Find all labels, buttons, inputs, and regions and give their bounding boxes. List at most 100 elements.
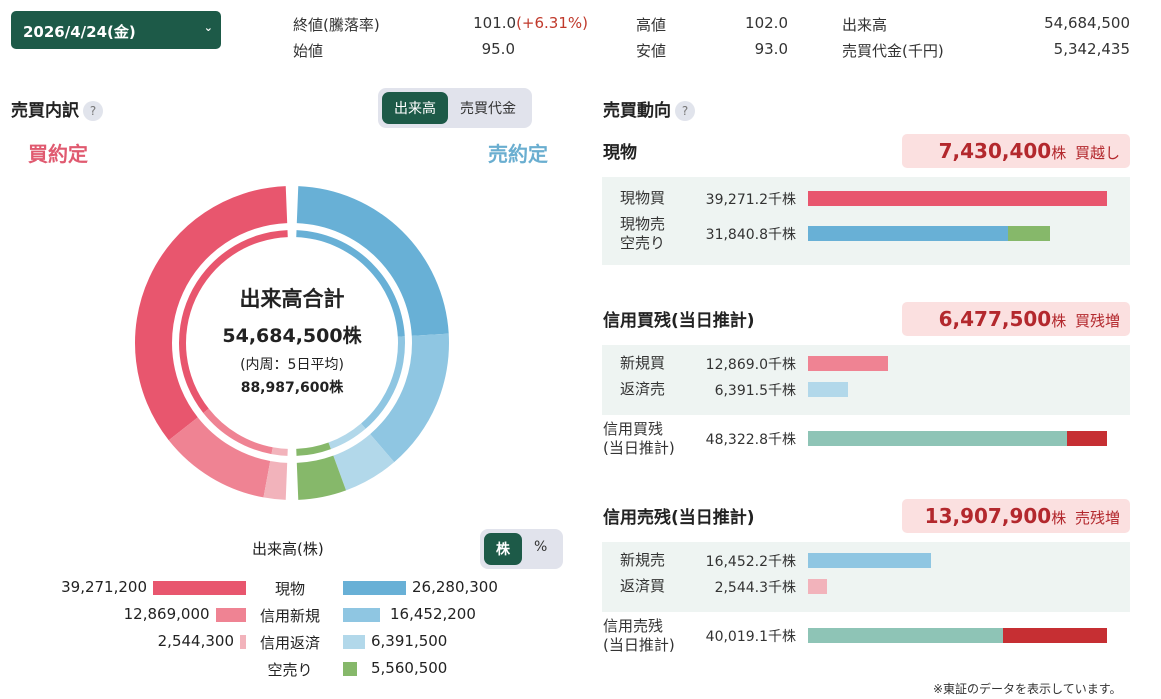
badge-value: 13,907,900 [924,504,1052,528]
sell-segment-avg [328,423,366,450]
row-value: 16,452.2千株 [705,554,796,570]
row-value: 31,840.8千株 [705,227,796,243]
sell-segment [370,333,449,463]
bar-segment [808,579,827,594]
row-label: 信用買残 (当日推計) [603,420,675,457]
row-value: 48,322.8千株 [705,432,796,448]
badge-note: 買残増 [1070,312,1120,330]
legend-row: 信用新規 12,869,000 16,452,200 [0,605,580,625]
center-sub: (内周：5日平均) [240,357,344,373]
legend-label: 信用新規 [259,607,320,625]
breakdown-toggle: 出来高 売買代金 [378,88,532,128]
legend-sell-bar [343,608,380,622]
row-bar [808,628,1107,643]
unit-shares[interactable]: 株 [484,533,522,565]
sell-segment [296,455,347,500]
sell-label: 売約定 [488,142,548,166]
badge-value: 6,477,500 [938,307,1052,331]
bar-segment [808,553,931,568]
bar-segment [808,431,1067,446]
sell-segment-avg [296,230,405,337]
legend-sell-value: 5,560,500 [371,659,448,677]
badge-unit: 株 [1051,509,1067,527]
row-bar [808,191,1107,206]
center-title: 出来高合計 [239,287,345,311]
buy-label: 買約定 [28,142,88,166]
row-bar [808,553,931,568]
row-value: 40,019.1千株 [705,629,796,645]
legend-sell-value: 6,391,500 [371,632,448,650]
sell-segment-avg [296,442,331,456]
legend-row: 現物 39,271,200 26,280,300 [0,578,580,598]
help-icon[interactable]: ? [675,101,695,121]
row-bar [808,382,848,397]
unit-toggle: 株 % [480,529,564,569]
row-label: 現物買 [620,189,666,207]
badge-value: 7,430,400 [938,139,1052,163]
trend-title: 売買動向? [603,96,695,121]
date-select[interactable]: 2026/4/24(金) ⌄ [11,11,221,49]
badge-note: 売残増 [1070,509,1120,527]
legend-row: 信用返済 2,544,300 6,391,500 [0,632,580,652]
legend-buy-value: 39,271,200 [61,578,147,596]
sell-segment [296,186,449,336]
row-label: 新規買 [620,354,666,372]
row-value: 6,391.5千株 [714,383,796,399]
buy-segment [168,417,271,498]
row-bar [808,431,1107,446]
margin-buy-title: 信用買残(当日推計) [603,311,755,331]
sell-segment [333,434,395,491]
bar-segment [808,226,1009,241]
margin-sell-badge: 13,907,900株 売残増 [902,499,1130,533]
footnote: ※東証のデータを表示しています。 [933,682,1122,696]
margin-buy-badge: 6,477,500株 買残増 [902,302,1130,336]
row-value: 12,869.0千株 [705,357,796,373]
buy-segment [263,461,288,500]
bar-segment [808,191,1107,206]
legend-sell-value: 16,452,200 [390,605,476,623]
turnover-value: 5,342,435 [1053,40,1130,58]
row-bar [808,356,888,371]
badge-note: 買越し [1070,144,1120,162]
row-bar [808,579,827,594]
donut-center: 出来高合計 54,684,500株 (内周：5日平均) 88,987,600株 [192,283,392,397]
legend-label: 信用返済 [259,634,320,652]
legend-buy-bar [215,608,246,622]
open-label: 始値 [293,42,324,60]
low-value: 93.0 [754,40,788,58]
row-bar [808,226,1051,241]
buy-segment-avg [179,230,288,413]
legend-label: 空売り [267,661,313,679]
volume-label: 出来高 [842,16,888,34]
row-value: 2,544.3千株 [714,580,796,596]
buy-segment-avg [203,408,273,455]
legend-buy-value: 12,869,000 [123,605,210,623]
badge-unit: 株 [1051,144,1067,162]
badge-unit: 株 [1051,312,1067,330]
volume-donut-chart [135,186,449,500]
row-label: 返済売 [620,380,666,398]
row-label: 現物売 空売り [620,215,666,252]
center-value: 54,684,500株 [222,325,362,347]
open-value: 95.0 [481,40,515,58]
spot-title: 現物 [603,143,637,163]
legend-buy-bar [153,581,246,595]
low-label: 安値 [636,42,667,60]
unit-percent[interactable]: % [534,539,548,555]
help-icon[interactable]: ? [83,101,103,121]
high-label: 高値 [636,16,667,34]
turnover-label: 売買代金(千円) [842,42,944,60]
tab-turnover[interactable]: 売買代金 [460,101,516,117]
sell-segment-avg [361,336,405,429]
buy-segment-avg [271,447,288,456]
close-value: 101.0(+6.31%) [473,14,588,32]
tab-volume[interactable]: 出来高 [382,92,448,124]
bar-segment [1003,628,1107,643]
volume-value: 54,684,500 [1044,14,1130,32]
breakdown-title: 売買内訳? [11,96,103,121]
row-label: 新規売 [620,551,666,569]
legend-sell-bar [343,635,365,649]
buy-segment [135,186,288,441]
row-label: 信用売残 (当日推計) [603,617,675,654]
legend-sell-bar [343,662,357,676]
